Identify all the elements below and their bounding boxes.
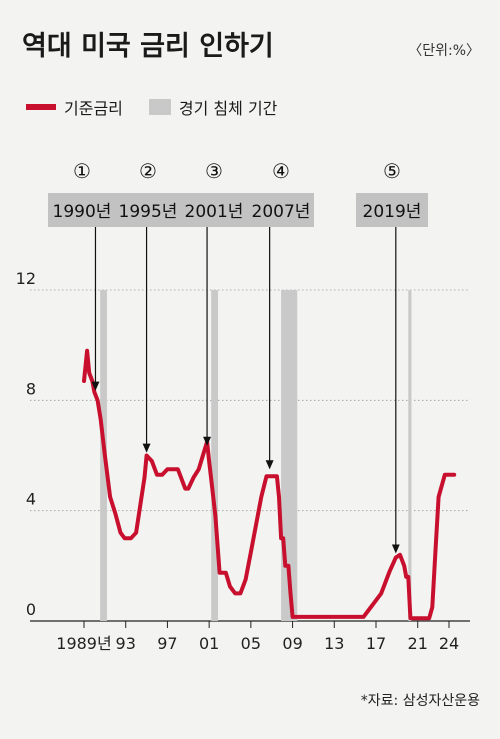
- annotation-label: 2019년: [363, 202, 422, 222]
- y-tick-label: 0: [26, 600, 36, 619]
- legend-recession-label: 경기 침체 기간: [178, 99, 278, 118]
- annotation-box-2019: [356, 193, 428, 227]
- legend-rate-label: 기준금리: [64, 99, 123, 118]
- annotation-number: ③: [205, 159, 223, 183]
- unit-label: 〈단위:%〉: [408, 43, 480, 59]
- x-tick-label: 17: [366, 634, 386, 653]
- annotation-box-group: [48, 193, 314, 227]
- y-tick-label: 12: [16, 269, 36, 288]
- x-tick-label: 93: [116, 634, 136, 653]
- x-tick-label: 05: [241, 634, 261, 653]
- annotation-label: 1995년: [119, 202, 178, 222]
- annotation-label: 2001년: [185, 202, 244, 222]
- recession-bar-2: [211, 290, 219, 621]
- x-tick-label: 97: [157, 634, 177, 653]
- x-tick-label: 1989년: [56, 634, 111, 653]
- annotation-number: ②: [139, 159, 157, 183]
- y-tick-label: 4: [26, 490, 36, 509]
- rate-line: [82, 348, 457, 621]
- annotation-number: ⑤: [383, 159, 401, 183]
- annotation-label: 2007년: [252, 202, 311, 222]
- annotation-number: ④: [272, 159, 290, 183]
- legend-recession-swatch: [148, 99, 171, 115]
- legend-rate-swatch: [26, 104, 56, 110]
- recession-bar-4: [408, 290, 412, 621]
- x-tick-label: 13: [324, 634, 344, 653]
- source-note: *자료: 삼성자산운용: [360, 693, 480, 709]
- annotation-label: 1990년: [53, 202, 112, 222]
- x-tick-label: 24: [439, 634, 459, 653]
- y-tick-label: 8: [26, 379, 36, 398]
- annotation-number: ①: [73, 159, 91, 183]
- x-tick-label: 01: [199, 634, 219, 653]
- x-tick-label: 21: [408, 634, 428, 653]
- legend: 기준금리 경기 침체 기간: [26, 95, 277, 119]
- chart-title: 역대 미국 금리 인하기: [22, 31, 274, 62]
- x-tick-label: 09: [282, 634, 302, 653]
